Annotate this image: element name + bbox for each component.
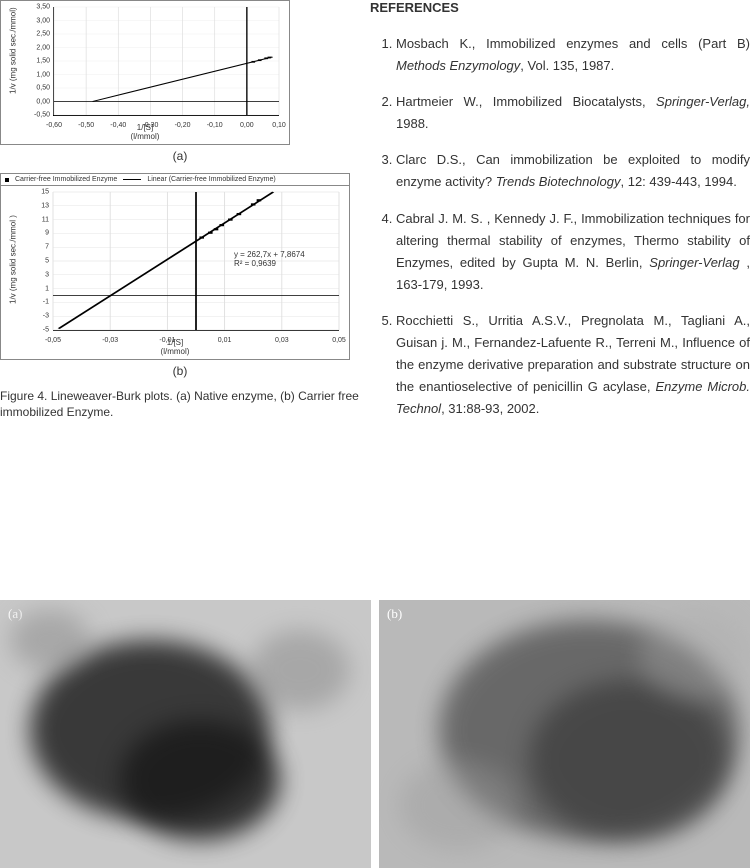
chart-a-wrap: -0,60-0,50-0,40-0,30-0,20-0,100,000,10 -… bbox=[0, 0, 360, 163]
legend-marker-label: Carrier-free Immobilized Enzyme bbox=[15, 176, 117, 183]
chart-b-plot: -0,05-0,03-0,010,010,030,05 -5-3-1135791… bbox=[53, 192, 339, 331]
micrograph-b-label: (b) bbox=[387, 606, 402, 622]
chart-a-ylabel: 1/v (mg solid sec./mmol) bbox=[9, 7, 18, 94]
chart-b-r2: R² = 0,9639 bbox=[234, 259, 305, 268]
legend-line-icon bbox=[123, 179, 141, 180]
chart-b-ylabel: 1/v (mg solid sec./mmol ) bbox=[9, 215, 18, 304]
chart-b-subcaption: (b) bbox=[0, 364, 360, 378]
chart-b-equation: y = 262,7x + 7,8674 R² = 0,9639 bbox=[234, 250, 305, 268]
right-column: REFERENCES Mosbach K., Immobilized enzym… bbox=[370, 0, 750, 434]
legend-marker-icon bbox=[5, 178, 9, 182]
chart-a-plot: -0,60-0,50-0,40-0,30-0,20-0,100,000,10 -… bbox=[53, 7, 279, 116]
reference-item: Cabral J. M. S. , Kennedy J. F., Immobil… bbox=[396, 208, 750, 296]
micrograph-b: (b) bbox=[379, 600, 750, 868]
references-title: REFERENCES bbox=[370, 0, 750, 15]
top-two-column: R² = 0,9978 -0,60-0,50-0,40-0,30-0,20-0,… bbox=[0, 0, 750, 434]
chart-b-eq-line: y = 262,7x + 7,8674 bbox=[234, 250, 305, 259]
chart-a-svg bbox=[54, 7, 279, 115]
chart-b-wrap: Carrier-free Immobilized Enzyme Linear (… bbox=[0, 173, 360, 378]
chart-a: -0,60-0,50-0,40-0,30-0,20-0,100,000,10 -… bbox=[0, 0, 290, 145]
left-column: R² = 0,9978 -0,60-0,50-0,40-0,30-0,20-0,… bbox=[0, 0, 370, 434]
figure-caption: Figure 4. Lineweaver-Burk plots. (a) Nat… bbox=[0, 388, 360, 420]
micrograph-row: (a) (b) bbox=[0, 600, 750, 868]
chart-b-legend: Carrier-free Immobilized Enzyme Linear (… bbox=[0, 173, 350, 185]
chart-b-xlabel: 1/[S] (l/mmol) bbox=[161, 339, 190, 357]
chart-a-subcaption: (a) bbox=[0, 149, 360, 163]
reference-item: Mosbach K., Immobilized enzymes and cell… bbox=[396, 33, 750, 77]
reference-item: Rocchietti S., Urritia A.S.V., Pregnolat… bbox=[396, 310, 750, 420]
chart-a-xlabel: 1/[S] (l/mmol) bbox=[131, 124, 160, 142]
chart-b: -0,05-0,03-0,010,010,030,05 -5-3-1135791… bbox=[0, 185, 350, 360]
legend-line-label: Linear (Carrier-free Immobilized Enzyme) bbox=[147, 176, 275, 183]
reference-item: Clarc D.S., Can immobilization be exploi… bbox=[396, 149, 750, 193]
reference-item: Hartmeier W., Immobilized Biocatalysts, … bbox=[396, 91, 750, 135]
references-list: Mosbach K., Immobilized enzymes and cell… bbox=[370, 33, 750, 420]
micrograph-a: (a) bbox=[0, 600, 371, 868]
